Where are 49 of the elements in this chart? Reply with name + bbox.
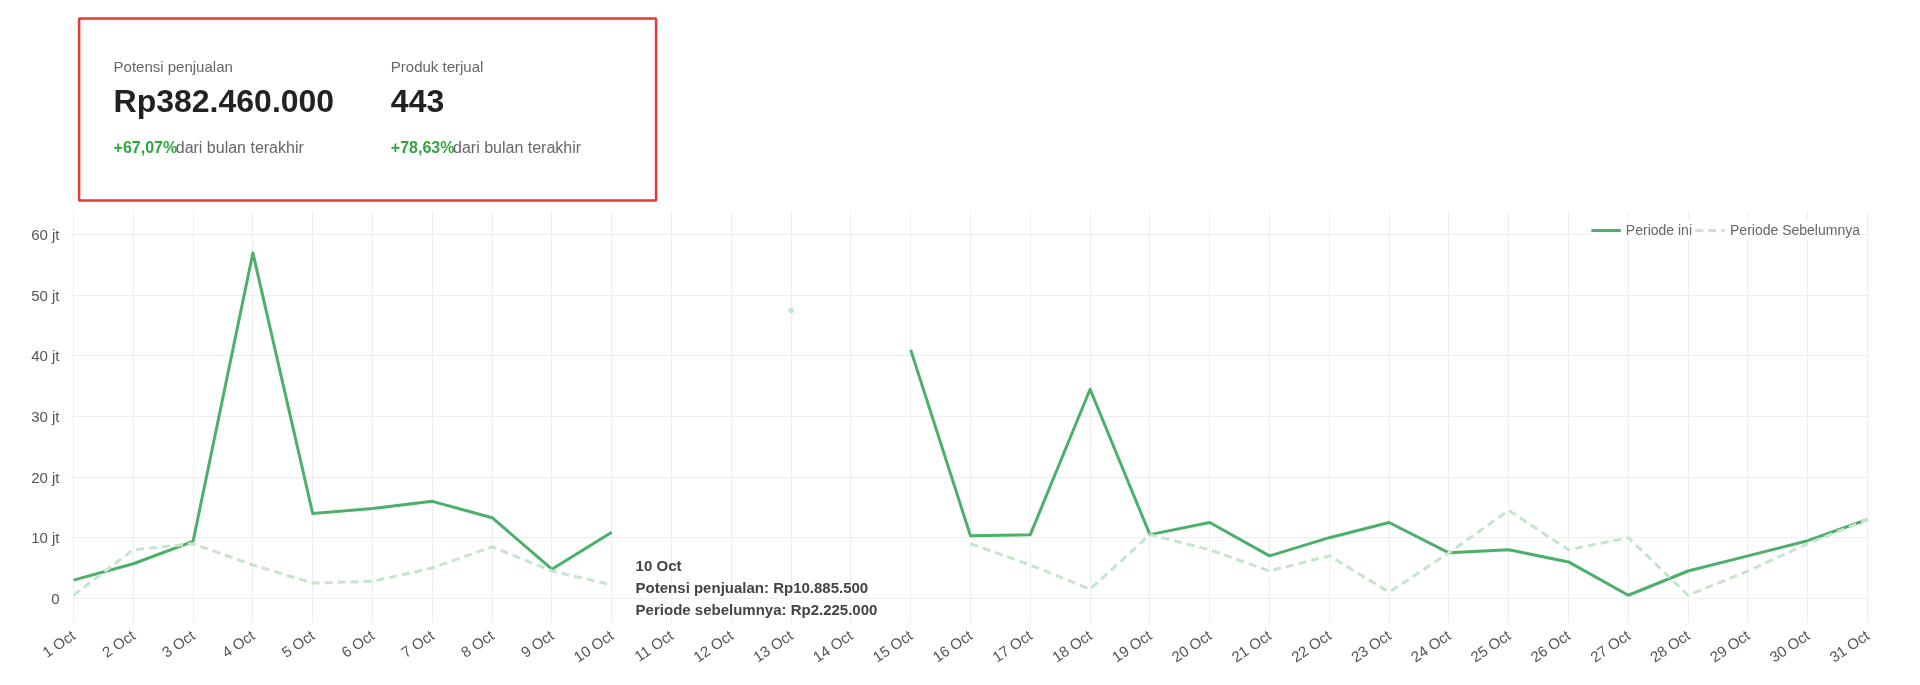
x-tick-label: 13 Oct [749,626,797,666]
text: 443 [390,82,445,119]
x-tick-label: 22 Oct [1288,626,1335,666]
legend-label: Periode Sebelumnya [1730,222,1860,238]
text: Potensi penjualan [113,58,233,75]
y-tick-label: 40 jt [31,347,61,365]
x-tick-label: 4 Oct [218,626,259,661]
x-tick-label: 14 Oct [809,626,857,666]
x-tick-label: 29 Oct [1706,626,1754,666]
x-tick-label: 17 Oct [989,626,1036,666]
x-tick-label: 3 Oct [158,626,199,661]
x-tick-label: 18 Oct [1048,626,1096,666]
y-tick-label: 0 [51,589,60,607]
x-tick-label: 26 Oct [1527,626,1574,666]
x-tick-label: 7 Oct [397,626,438,661]
x-tick-label: 23 Oct [1347,626,1395,666]
x-tick-label: 25 Oct [1467,626,1515,666]
text: Produk terjual [390,58,484,75]
text: dari bulan terakhir [453,139,582,156]
x-tick-label: 20 Oct [1168,626,1216,666]
x-tick-label: 5 Oct [278,626,319,661]
x-tick-label: 28 Oct [1646,626,1694,666]
x-tick-label: 15 Oct [869,626,917,666]
text: dari bulan terakhir [175,139,305,156]
x-tick-label: 11 Oct [631,626,677,665]
x-tick-label: 19 Oct [1108,626,1156,666]
x-tick-label: 1 Oct [39,626,79,661]
x-tick-label: 6 Oct [338,626,378,661]
y-tick-label: 10 jt [31,529,61,547]
text: +78,63% [390,139,455,156]
y-tick-label: 20 jt [31,468,61,486]
y-tick-label: 50 jt [31,286,61,304]
legend-label: Periode ini [1625,222,1693,238]
x-tick-label: 16 Oct [929,626,976,666]
x-tick-label: 8 Oct [457,626,498,661]
text: Rp382.460.000 [113,82,335,119]
y-tick-label: 30 jt [31,408,61,425]
y-tick-label: 60 jt [31,226,61,244]
text: +67,07% [113,139,178,156]
annotation: 10 Oct Potensi penjualan: Rp10.885.500 Periode sebelumnya: Rp2.225.000 [635,556,878,618]
x-tick-label: 12 Oct [690,626,737,666]
x-tick-label: 9 Oct [517,626,558,661]
x-tick-label: 24 Oct [1407,626,1455,666]
x-tick-label: 30 Oct [1766,626,1814,666]
x-tick-label: 2 Oct [98,626,139,661]
x-tick-label: 27 Oct [1587,626,1634,666]
x-tick-label: 10 Oct [570,626,618,666]
x-tick-label: 21 Oct [1228,626,1275,666]
x-tick-label: 31 Oct [1826,626,1873,666]
